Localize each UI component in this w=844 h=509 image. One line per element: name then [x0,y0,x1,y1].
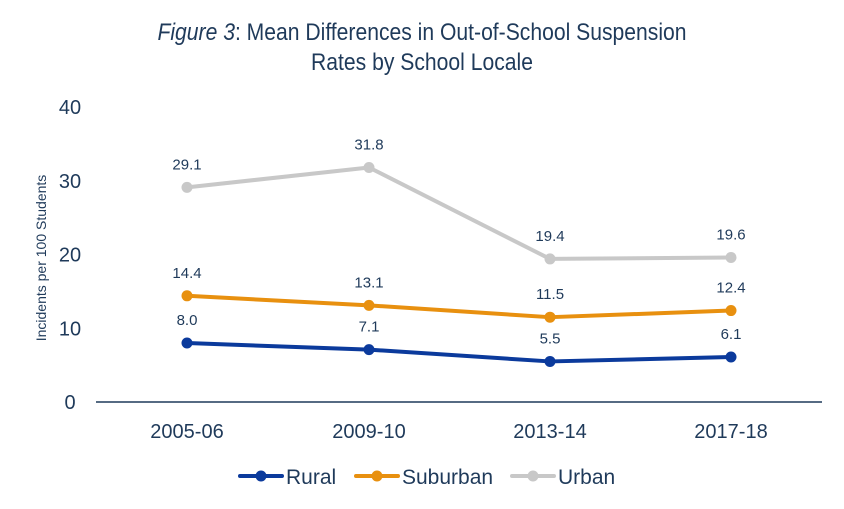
series-line-rural [185,341,733,364]
legend-marker-rural [255,470,267,482]
title-line-1: : Mean Differences in Out-of-School Susp… [234,19,687,46]
data-label-rural-2017-18: 6.1 [721,326,742,343]
data-label-rural-2009-10: 7.1 [359,319,380,336]
data-point-rural-2009-10 [363,344,375,356]
x-tick-label-2009-10: 2009-10 [332,421,405,443]
data-label-suburban-2017-18: 12.4 [716,280,745,297]
data-point-urban-2005-06 [181,181,193,193]
x-tick-labels: 2005-06 2009-10 2013-14 2017-18 [150,421,767,443]
data-point-suburban-2005-06 [181,290,193,302]
data-point-rural-2013-14 [544,355,556,367]
legend-label-suburban: Suburban [402,466,493,489]
data-label-urban-2013-14: 19.4 [535,228,564,245]
y-tick-labels: 0 10 20 30 40 [59,97,81,414]
data-label-urban-2005-06: 29.1 [172,156,201,173]
series-line-urban [185,165,733,261]
data-point-urban-2009-10 [363,161,375,173]
data-point-urban-2013-14 [544,253,556,265]
data-point-suburban-2013-14 [544,311,556,323]
chart-title: Figure 3: Mean Differences in Out-of-Sch… [51,18,794,78]
data-label-suburban-2009-10: 13.1 [354,274,383,291]
y-tick-label-10: 10 [59,318,81,340]
data-point-rural-2017-18 [725,351,737,363]
y-tick-label-0: 0 [64,392,75,414]
figure-label: Figure 3 [157,19,235,46]
x-tick-label-2017-18: 2017-18 [694,421,767,443]
y-axis-title: Incidents per 100 Students [33,175,49,342]
data-point-rural-2005-06 [181,337,193,349]
data-point-suburban-2009-10 [363,299,375,311]
x-tick-label-2005-06: 2005-06 [150,421,223,443]
legend-marker-urban [527,470,539,482]
legend-label-rural: Rural [286,466,336,489]
data-label-urban-2009-10: 31.8 [354,136,383,153]
data-point-urban-2017-18 [725,251,737,263]
data-point-suburban-2017-18 [725,305,737,317]
x-tick-label-2013-14: 2013-14 [513,421,586,443]
series-line-suburban [185,293,733,320]
legend: Rural Suburban Urban [238,466,615,489]
data-label-rural-2005-06: 8.0 [177,312,198,329]
legend-label-urban: Urban [558,466,615,489]
title-line-2: Rates by School Locale [311,49,533,76]
data-label-suburban-2013-14: 11.5 [536,286,564,303]
data-label-urban-2017-18: 19.6 [716,226,745,243]
y-tick-label-20: 20 [59,245,81,267]
data-label-rural-2013-14: 5.5 [540,330,561,347]
data-label-suburban-2005-06: 14.4 [172,265,201,282]
series-group: 8.0 7.1 5.5 6.1 14.4 13.1 11.5 12.4 29.1 31.8 19.4… [172,136,746,367]
legend-marker-suburban [371,470,383,482]
y-tick-label-40: 40 [59,97,81,119]
y-tick-label-30: 30 [59,171,81,193]
